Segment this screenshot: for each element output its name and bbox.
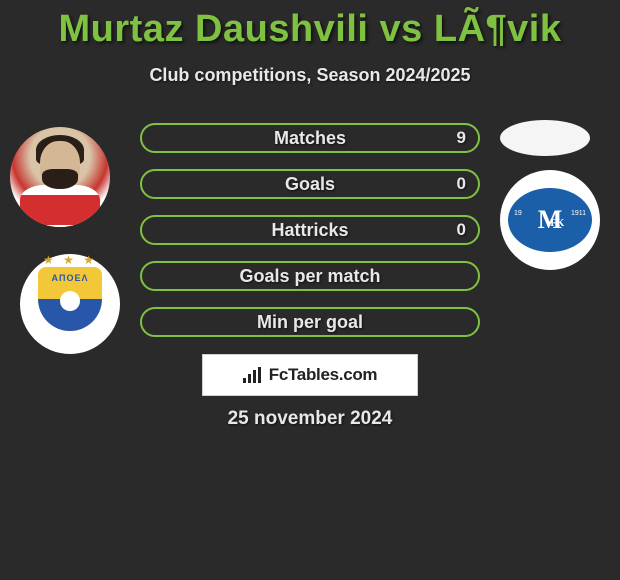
stat-row-mpg: Min per goal [140, 307, 480, 337]
stat-row-matches: Matches 9 [140, 123, 480, 153]
page-subtitle: Club competitions, Season 2024/2025 [0, 65, 620, 86]
stats-container: Matches 9 Goals 0 Hattricks 0 Goals per … [140, 123, 480, 353]
stat-label: Goals [285, 174, 335, 195]
stat-right-value: 0 [457, 220, 466, 240]
stat-row-goals: Goals 0 [140, 169, 480, 199]
watermark: FcTables.com [202, 354, 418, 396]
page-title: Murtaz Daushvili vs LÃ¶vik [0, 0, 620, 51]
chart-bars-icon [243, 367, 263, 383]
stat-label: Hattricks [271, 220, 348, 241]
apoel-text: ΑΠΟΕΛ [38, 273, 102, 283]
apoel-ball-icon [60, 291, 80, 311]
player1-club-badge: ★ ★ ★ ΑΠΟΕΛ [20, 254, 120, 354]
stat-right-value: 9 [457, 128, 466, 148]
watermark-text: FcTables.com [269, 365, 378, 385]
stat-label: Min per goal [257, 312, 363, 333]
stat-row-gpm: Goals per match [140, 261, 480, 291]
date-text: 25 november 2024 [0, 408, 620, 430]
molde-badge-icon: 19 MFK 1911 [508, 188, 592, 252]
stat-right-value: 0 [457, 174, 466, 194]
player2-club-badge: 19 MFK 1911 [500, 170, 600, 270]
apoel-stars-icon: ★ ★ ★ [38, 253, 102, 267]
player1-photo [10, 127, 110, 227]
player2-photo [500, 120, 590, 156]
stat-row-hattricks: Hattricks 0 [140, 215, 480, 245]
stat-label: Matches [274, 128, 346, 149]
molde-m-icon: MFK [538, 205, 563, 235]
molde-year-left: 19 [514, 210, 522, 217]
stat-label: Goals per match [239, 266, 380, 287]
player1-photo-graphic [10, 127, 110, 227]
apoel-shield-icon: ★ ★ ★ ΑΠΟΕΛ [38, 267, 102, 341]
molde-year-right: 1911 [571, 210, 586, 217]
